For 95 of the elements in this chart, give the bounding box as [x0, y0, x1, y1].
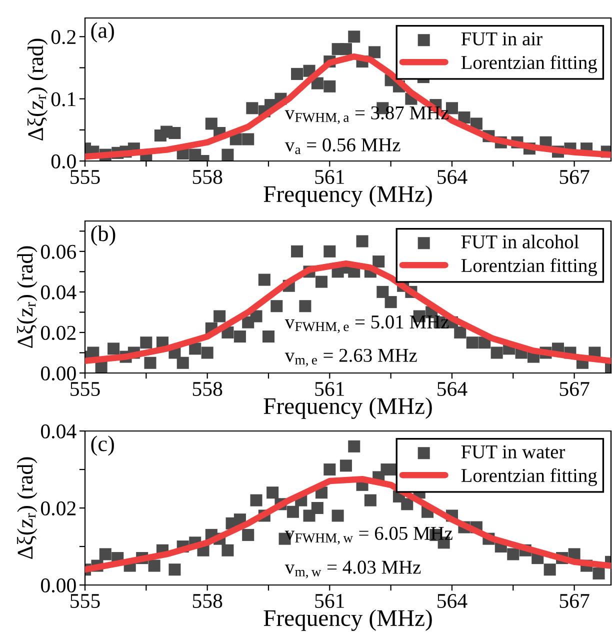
annotation: v$_{m,w}$ = 4.03 MHz: [284, 560, 421, 578]
point: [368, 46, 381, 58]
point: [299, 300, 312, 312]
x-tick-label: 564: [438, 170, 468, 184]
point: [189, 342, 202, 355]
point: [222, 544, 234, 556]
point: [242, 528, 254, 541]
y-tick-label: 0.0: [51, 154, 76, 169]
y-axis-title: Δξ(z$_{r}$) (rad): [16, 246, 38, 348]
annotation: v$_{m,e}$ = 2.63 MHz: [284, 348, 417, 366]
point: [507, 548, 520, 560]
y-tick-label: 0.00: [41, 366, 76, 381]
point: [291, 245, 304, 258]
x-tick-label: 561: [315, 170, 344, 184]
y-tick-label: 0.02: [41, 501, 76, 516]
point: [291, 68, 304, 80]
point: [140, 336, 152, 349]
point: [458, 111, 470, 124]
point: [466, 336, 478, 349]
point: [242, 133, 254, 146]
point: [332, 510, 344, 522]
point: [148, 560, 160, 572]
legend-label: Lorentzian fitting: [461, 55, 598, 74]
point: [205, 118, 218, 130]
point: [108, 342, 120, 355]
point: [324, 80, 336, 92]
legend-label: FUT in water: [461, 445, 566, 458]
point: [266, 486, 279, 499]
annotation: (a): [91, 22, 114, 42]
point: [168, 564, 181, 576]
point: [356, 235, 368, 248]
y-tick-label: 0.2: [51, 30, 76, 44]
x-tick-label: 561: [315, 382, 344, 396]
point: [384, 296, 397, 308]
annotation: (b): [91, 226, 116, 246]
x-tick-label: 555: [70, 170, 100, 184]
point: [490, 346, 503, 359]
y-tick-label: 0.06: [41, 244, 76, 259]
point: [99, 548, 112, 560]
annotation: (c): [91, 436, 114, 456]
legend-label: FUT in air: [461, 32, 542, 46]
x-tick-label: 558: [192, 170, 222, 184]
point: [348, 440, 360, 452]
x-tick-label: 567: [560, 382, 590, 396]
y-tick-label: 0.02: [41, 326, 76, 340]
point: [222, 148, 234, 161]
x-axis-title: Frequency (MHz): [264, 185, 432, 207]
x-tick-label: 564: [438, 382, 468, 396]
point: [168, 127, 181, 140]
x-tick-label: 564: [438, 594, 468, 608]
point: [234, 330, 246, 343]
point: [250, 494, 262, 506]
y-axis-title: Δξ(z$_{r}$) (rad): [16, 457, 38, 559]
y-tick-label: 0.1: [51, 92, 76, 106]
x-tick-label: 567: [560, 170, 590, 184]
y-tick-label: 0.04: [41, 424, 76, 439]
point: [324, 245, 336, 258]
point: [258, 274, 270, 286]
legend-label: FUT in alcohol: [461, 234, 579, 248]
y-tick-label: 0.00: [41, 578, 76, 593]
point: [250, 310, 262, 322]
point: [262, 330, 275, 343]
annotation: v$_{a}$ = 0.56 MHz: [284, 138, 400, 154]
point: [454, 326, 466, 338]
point: [544, 564, 556, 576]
x-tick-label: 558: [192, 594, 222, 608]
x-tick-label: 561: [315, 594, 344, 608]
point: [376, 286, 389, 298]
point: [401, 498, 414, 510]
point: [144, 356, 156, 369]
point: [270, 300, 283, 312]
legend-label: Lorentzian fitting: [461, 258, 598, 276]
x-tick-label: 555: [70, 594, 100, 608]
point: [246, 102, 258, 114]
point: [315, 276, 328, 288]
x-tick-label: 555: [70, 382, 100, 396]
point: [311, 502, 324, 514]
point: [340, 43, 352, 56]
point: [201, 346, 214, 359]
x-tick-label: 558: [192, 382, 222, 396]
point: [592, 567, 605, 580]
legend-label: Lorentzian fitting: [461, 468, 598, 486]
point: [214, 310, 226, 322]
x-axis-title: Frequency (MHz): [264, 397, 432, 419]
y-tick-label: 0.04: [41, 285, 76, 300]
point: [372, 256, 385, 268]
point: [348, 30, 360, 43]
point: [176, 356, 189, 369]
x-tick-label: 567: [560, 594, 590, 608]
y-axis-title: Δξ(z$_{r}$) (rad): [27, 38, 48, 140]
point: [286, 506, 299, 518]
point: [324, 463, 336, 476]
point: [340, 460, 352, 472]
x-axis-title: Frequency (MHz): [264, 609, 432, 631]
point: [364, 494, 376, 506]
